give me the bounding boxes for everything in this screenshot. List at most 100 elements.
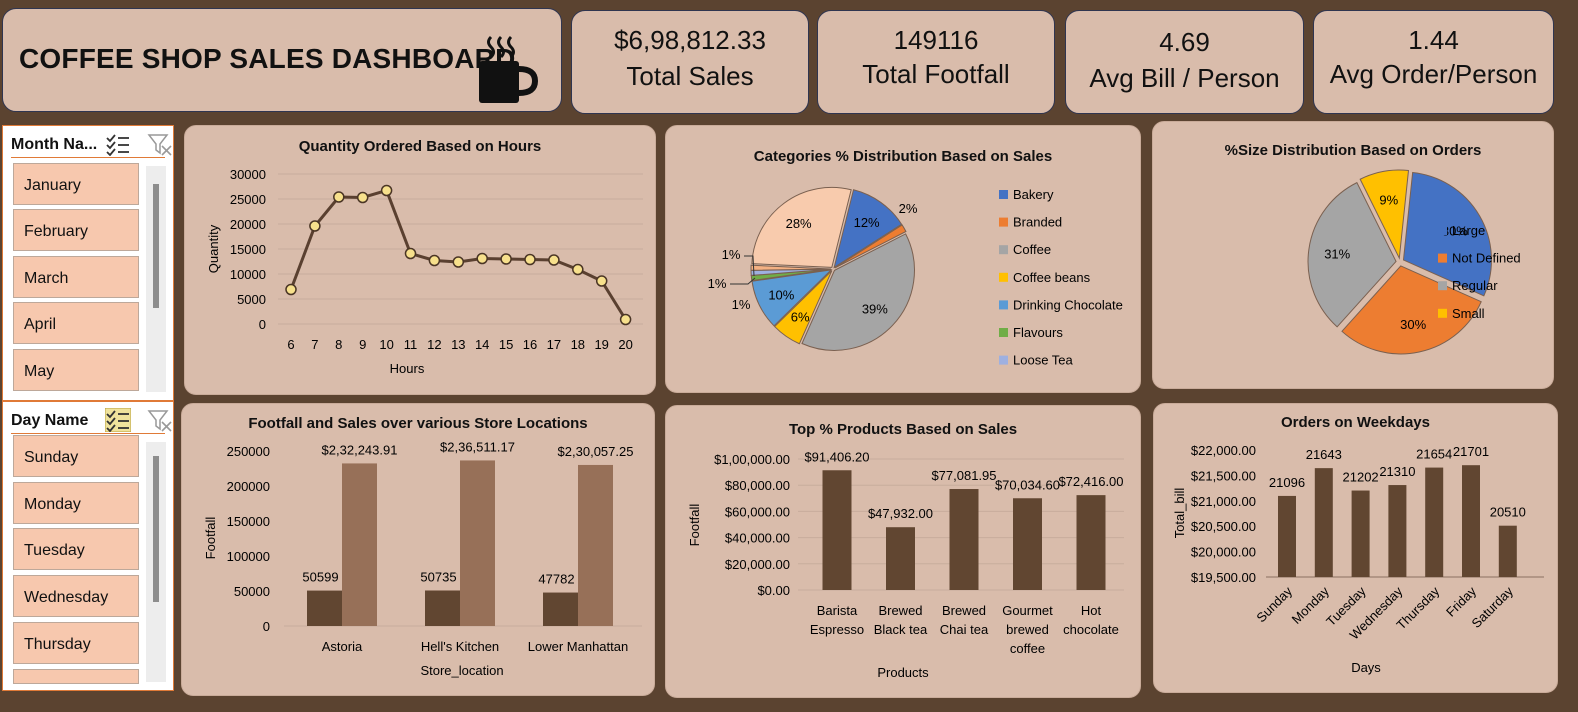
kpi-avg-order: 1.44 Avg Order/Person bbox=[1313, 10, 1554, 114]
x-axis-label: Products bbox=[877, 665, 929, 680]
slice-label: 1% bbox=[722, 247, 741, 262]
x-tick-label: Hell's Kitchen bbox=[421, 639, 499, 654]
leader-line bbox=[744, 255, 755, 277]
data-label: 21202 bbox=[1343, 470, 1379, 485]
data-point bbox=[309, 220, 321, 232]
x-tick-label: coffee bbox=[1010, 641, 1045, 656]
y-tick-label: 0 bbox=[263, 619, 270, 634]
chart-title: Quantity Ordered Based on Hours bbox=[298, 138, 542, 155]
data-label: 50735 bbox=[420, 569, 456, 584]
slicer-item-february[interactable]: February bbox=[13, 209, 139, 251]
data-label: $47,932.00 bbox=[868, 506, 933, 521]
kpi-avg-bill: 4.69 Avg Bill / Person bbox=[1065, 10, 1304, 114]
pie-slice bbox=[834, 224, 907, 269]
stores-bar-chart: 250000 200000 150000 100000 50000 0 50599 $2,32… bbox=[203, 439, 642, 678]
legend-label: Regular bbox=[1452, 278, 1498, 293]
slicer-item-april[interactable]: April bbox=[13, 302, 139, 344]
slice-label: 9% bbox=[1379, 193, 1398, 208]
data-point bbox=[356, 191, 369, 204]
bar bbox=[425, 590, 460, 626]
data-point bbox=[572, 263, 584, 276]
month-slicer: Month Na... January February March April… bbox=[2, 125, 174, 401]
slicer-item-sunday[interactable]: Sunday bbox=[13, 435, 139, 477]
pie-slice bbox=[773, 270, 833, 345]
y-tick-label: $22,000.00 bbox=[1191, 443, 1256, 458]
pie-slice bbox=[750, 264, 832, 271]
sizes-pie-chart: 30% 30% 31% 9% Large Not Defined Regular Small bbox=[1307, 169, 1521, 355]
slicer-item-monday[interactable]: Monday bbox=[13, 482, 139, 524]
x-tick-label: Sunday bbox=[1253, 583, 1295, 625]
legend-label: Coffee beans bbox=[1013, 270, 1091, 285]
data-point bbox=[404, 247, 417, 260]
y-tick-label: $20,000.00 bbox=[1191, 545, 1256, 560]
slicer-item-tuesday[interactable]: Tuesday bbox=[13, 528, 139, 570]
y-tick-label: 150000 bbox=[227, 514, 270, 529]
x-tick-label: 10 bbox=[379, 337, 393, 352]
x-tick-label: Espresso bbox=[810, 622, 864, 637]
x-tick-label: Saturday bbox=[1469, 583, 1517, 631]
data-label: $2,32,243.91 bbox=[322, 442, 398, 457]
leader-line bbox=[730, 277, 756, 285]
clear-filter-icon[interactable] bbox=[147, 408, 173, 432]
data-label: 21310 bbox=[1379, 464, 1415, 479]
x-tick-label: 17 bbox=[547, 337, 561, 352]
kpi-value: 4.69 bbox=[1159, 27, 1210, 57]
data-label: $2,36,511.17 bbox=[440, 439, 515, 454]
legend-label: Branded bbox=[1013, 215, 1062, 230]
slice-label: 1% bbox=[708, 276, 727, 291]
slicer-item-partial[interactable] bbox=[13, 669, 139, 684]
data-point bbox=[619, 313, 632, 326]
clear-filter-icon[interactable] bbox=[147, 132, 173, 156]
y-axis-label: Quantity bbox=[206, 224, 221, 273]
multi-select-icon[interactable] bbox=[105, 132, 131, 156]
legend-swatch bbox=[999, 300, 1008, 310]
scrollbar-thumb[interactable] bbox=[153, 456, 159, 602]
data-label: $77,081.95 bbox=[931, 468, 996, 483]
kpi-label: Avg Bill / Person bbox=[1089, 63, 1280, 93]
categories-chart-panel: Categories % Distribution Based on Sales… bbox=[665, 125, 1141, 393]
data-point bbox=[548, 254, 560, 266]
weekdays-bar-chart: $22,000.00 $21,500.00 $21,000.00 $20,500.00… bbox=[1172, 443, 1544, 675]
bar bbox=[460, 460, 495, 626]
slice-label: 12% bbox=[854, 215, 880, 230]
pie-slice bbox=[1359, 169, 1410, 260]
month-slicer-title: Month Na... bbox=[11, 136, 98, 153]
y-tick-label: 20000 bbox=[230, 217, 266, 232]
month-slicer-scrollbar[interactable] bbox=[146, 166, 166, 392]
multi-select-icon[interactable] bbox=[105, 408, 131, 432]
slicer-item-may[interactable]: May bbox=[13, 349, 139, 391]
slicer-item-thursday[interactable]: Thursday bbox=[13, 622, 139, 664]
y-tick-label: 50000 bbox=[234, 584, 270, 599]
legend-swatch bbox=[999, 217, 1008, 227]
bar bbox=[1425, 467, 1444, 577]
slicer-item-march[interactable]: March bbox=[13, 256, 139, 298]
y-tick-label: $20,000.00 bbox=[725, 557, 790, 572]
data-label: $2,30,057.25 bbox=[558, 444, 634, 459]
bar bbox=[543, 592, 578, 626]
legend-swatch bbox=[999, 190, 1008, 199]
slice-label: 6% bbox=[791, 309, 810, 324]
chart-title: %Size Distribution Based on Orders bbox=[1224, 142, 1482, 159]
y-tick-label: 25000 bbox=[230, 192, 266, 207]
data-point bbox=[380, 184, 393, 197]
bar bbox=[1498, 525, 1517, 577]
y-tick-label: 200000 bbox=[227, 479, 270, 494]
slicer-item-january[interactable]: January bbox=[13, 163, 139, 205]
hours-chart-panel: Quantity Ordered Based on Hours 30000 250… bbox=[184, 125, 656, 395]
y-tick-label: $19,500.00 bbox=[1191, 570, 1256, 585]
legend-swatch bbox=[999, 355, 1008, 365]
x-tick-label: 8 bbox=[335, 337, 342, 352]
y-tick-label: $20,500.00 bbox=[1191, 519, 1256, 534]
slicer-item-wednesday[interactable]: Wednesday bbox=[13, 575, 139, 617]
legend-label: Small bbox=[1452, 306, 1485, 321]
legend-swatch bbox=[1438, 253, 1447, 263]
legend-label: Coffee bbox=[1013, 242, 1051, 257]
legend-swatch bbox=[999, 272, 1008, 282]
scrollbar-thumb[interactable] bbox=[153, 184, 159, 308]
data-label: 21654 bbox=[1416, 447, 1452, 462]
legend-swatch bbox=[1438, 226, 1447, 235]
bar bbox=[949, 489, 979, 590]
x-axis-label: Hours bbox=[390, 361, 425, 376]
day-slicer-scrollbar[interactable] bbox=[146, 442, 166, 682]
y-tick-label: 100000 bbox=[227, 549, 270, 564]
